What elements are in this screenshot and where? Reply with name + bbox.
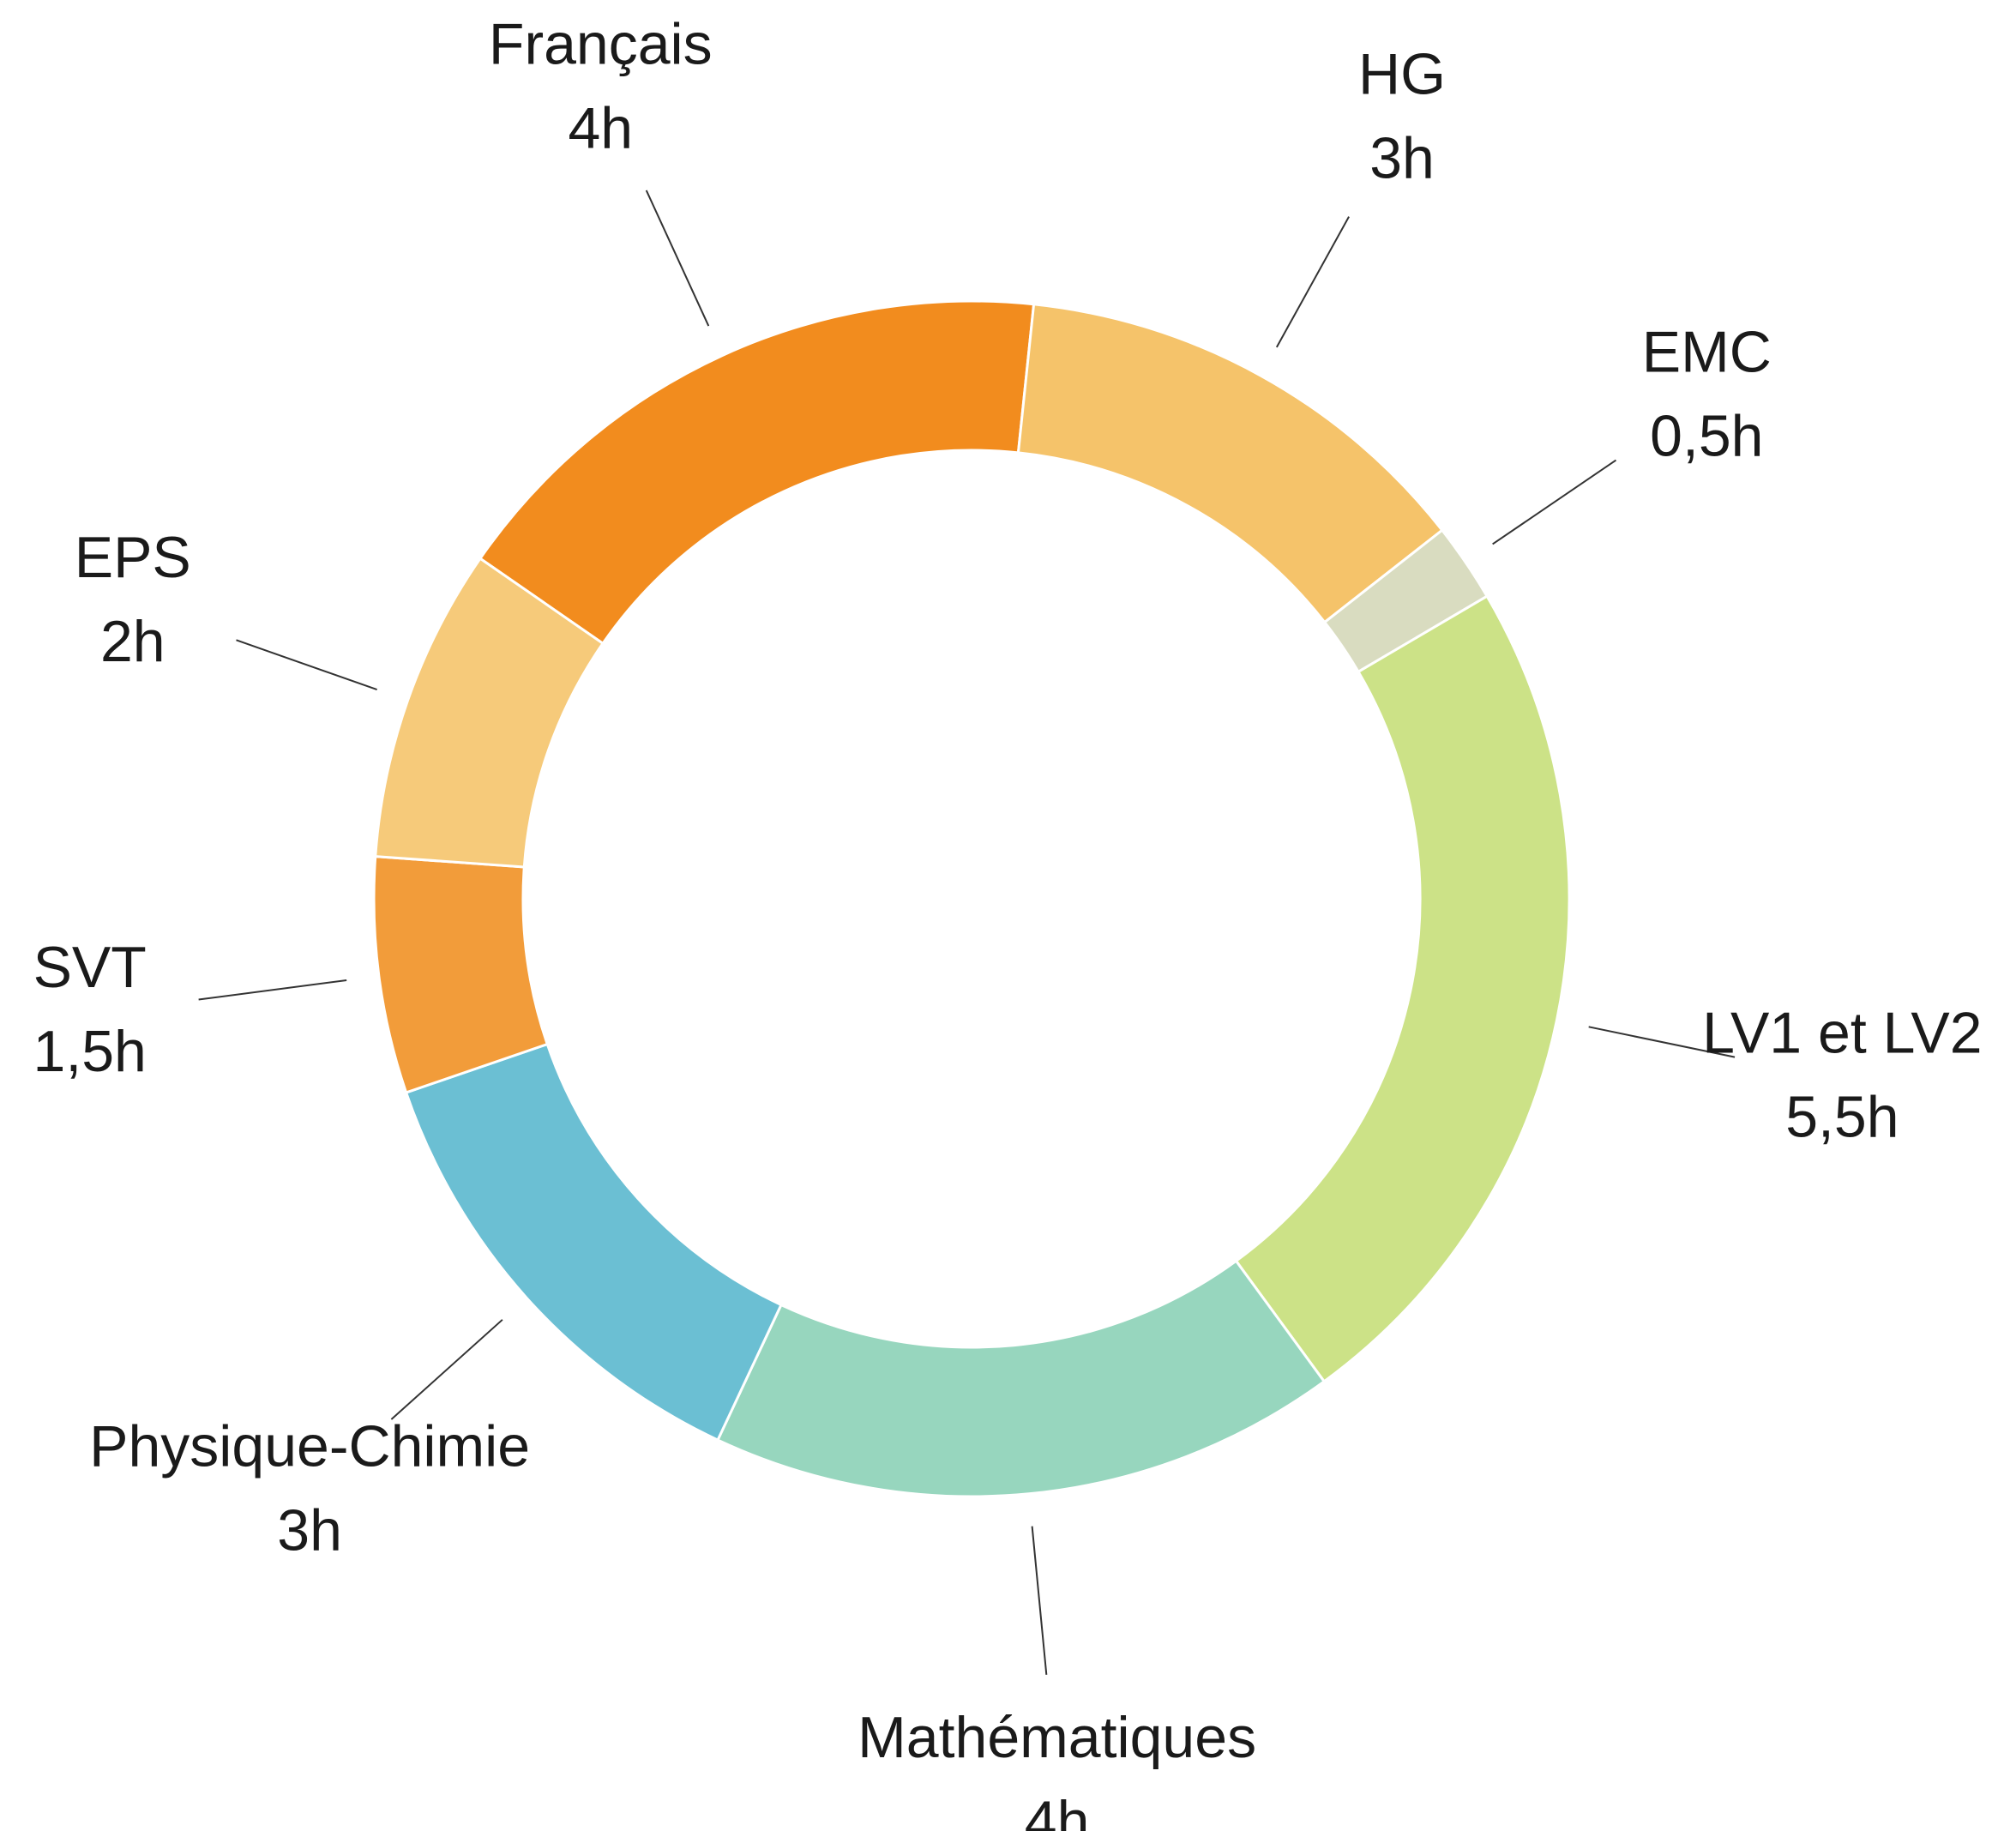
slice bbox=[1234, 594, 1571, 1383]
slice-label: HG bbox=[1358, 42, 1446, 107]
slice bbox=[374, 557, 605, 869]
value-label: 3h bbox=[1369, 126, 1435, 191]
slice-label: LV1 et LV2 bbox=[1702, 1001, 1982, 1066]
slice bbox=[716, 1259, 1327, 1498]
slice bbox=[1016, 303, 1444, 624]
value-label: 3h bbox=[277, 1497, 342, 1563]
leader-line bbox=[236, 639, 377, 691]
slice-label: SVT bbox=[33, 935, 147, 1000]
value-label: 4h bbox=[1025, 1789, 1090, 1831]
slice-label: Mathématiques bbox=[858, 1705, 1256, 1770]
slice-label: EPS bbox=[75, 525, 191, 590]
slice-label: EMC bbox=[1642, 320, 1772, 385]
value-label: 4h bbox=[568, 96, 633, 161]
value-label: 0,5h bbox=[1650, 404, 1763, 469]
leader-line bbox=[390, 1319, 503, 1420]
value-label: 1,5h bbox=[33, 1019, 147, 1084]
slice bbox=[404, 1042, 783, 1443]
value-label: 5,5h bbox=[1785, 1085, 1899, 1150]
slice-label: Français bbox=[489, 12, 713, 77]
slice-label: Physique-Chimie bbox=[89, 1413, 530, 1479]
value-label: 2h bbox=[100, 609, 165, 674]
leader-line bbox=[1588, 1026, 1736, 1058]
leader-line bbox=[198, 979, 347, 1001]
leader-line bbox=[1031, 1526, 1048, 1675]
slice bbox=[478, 299, 1036, 646]
leader-line bbox=[1275, 216, 1350, 348]
leader-line bbox=[645, 190, 710, 327]
leader-line bbox=[1492, 459, 1617, 545]
